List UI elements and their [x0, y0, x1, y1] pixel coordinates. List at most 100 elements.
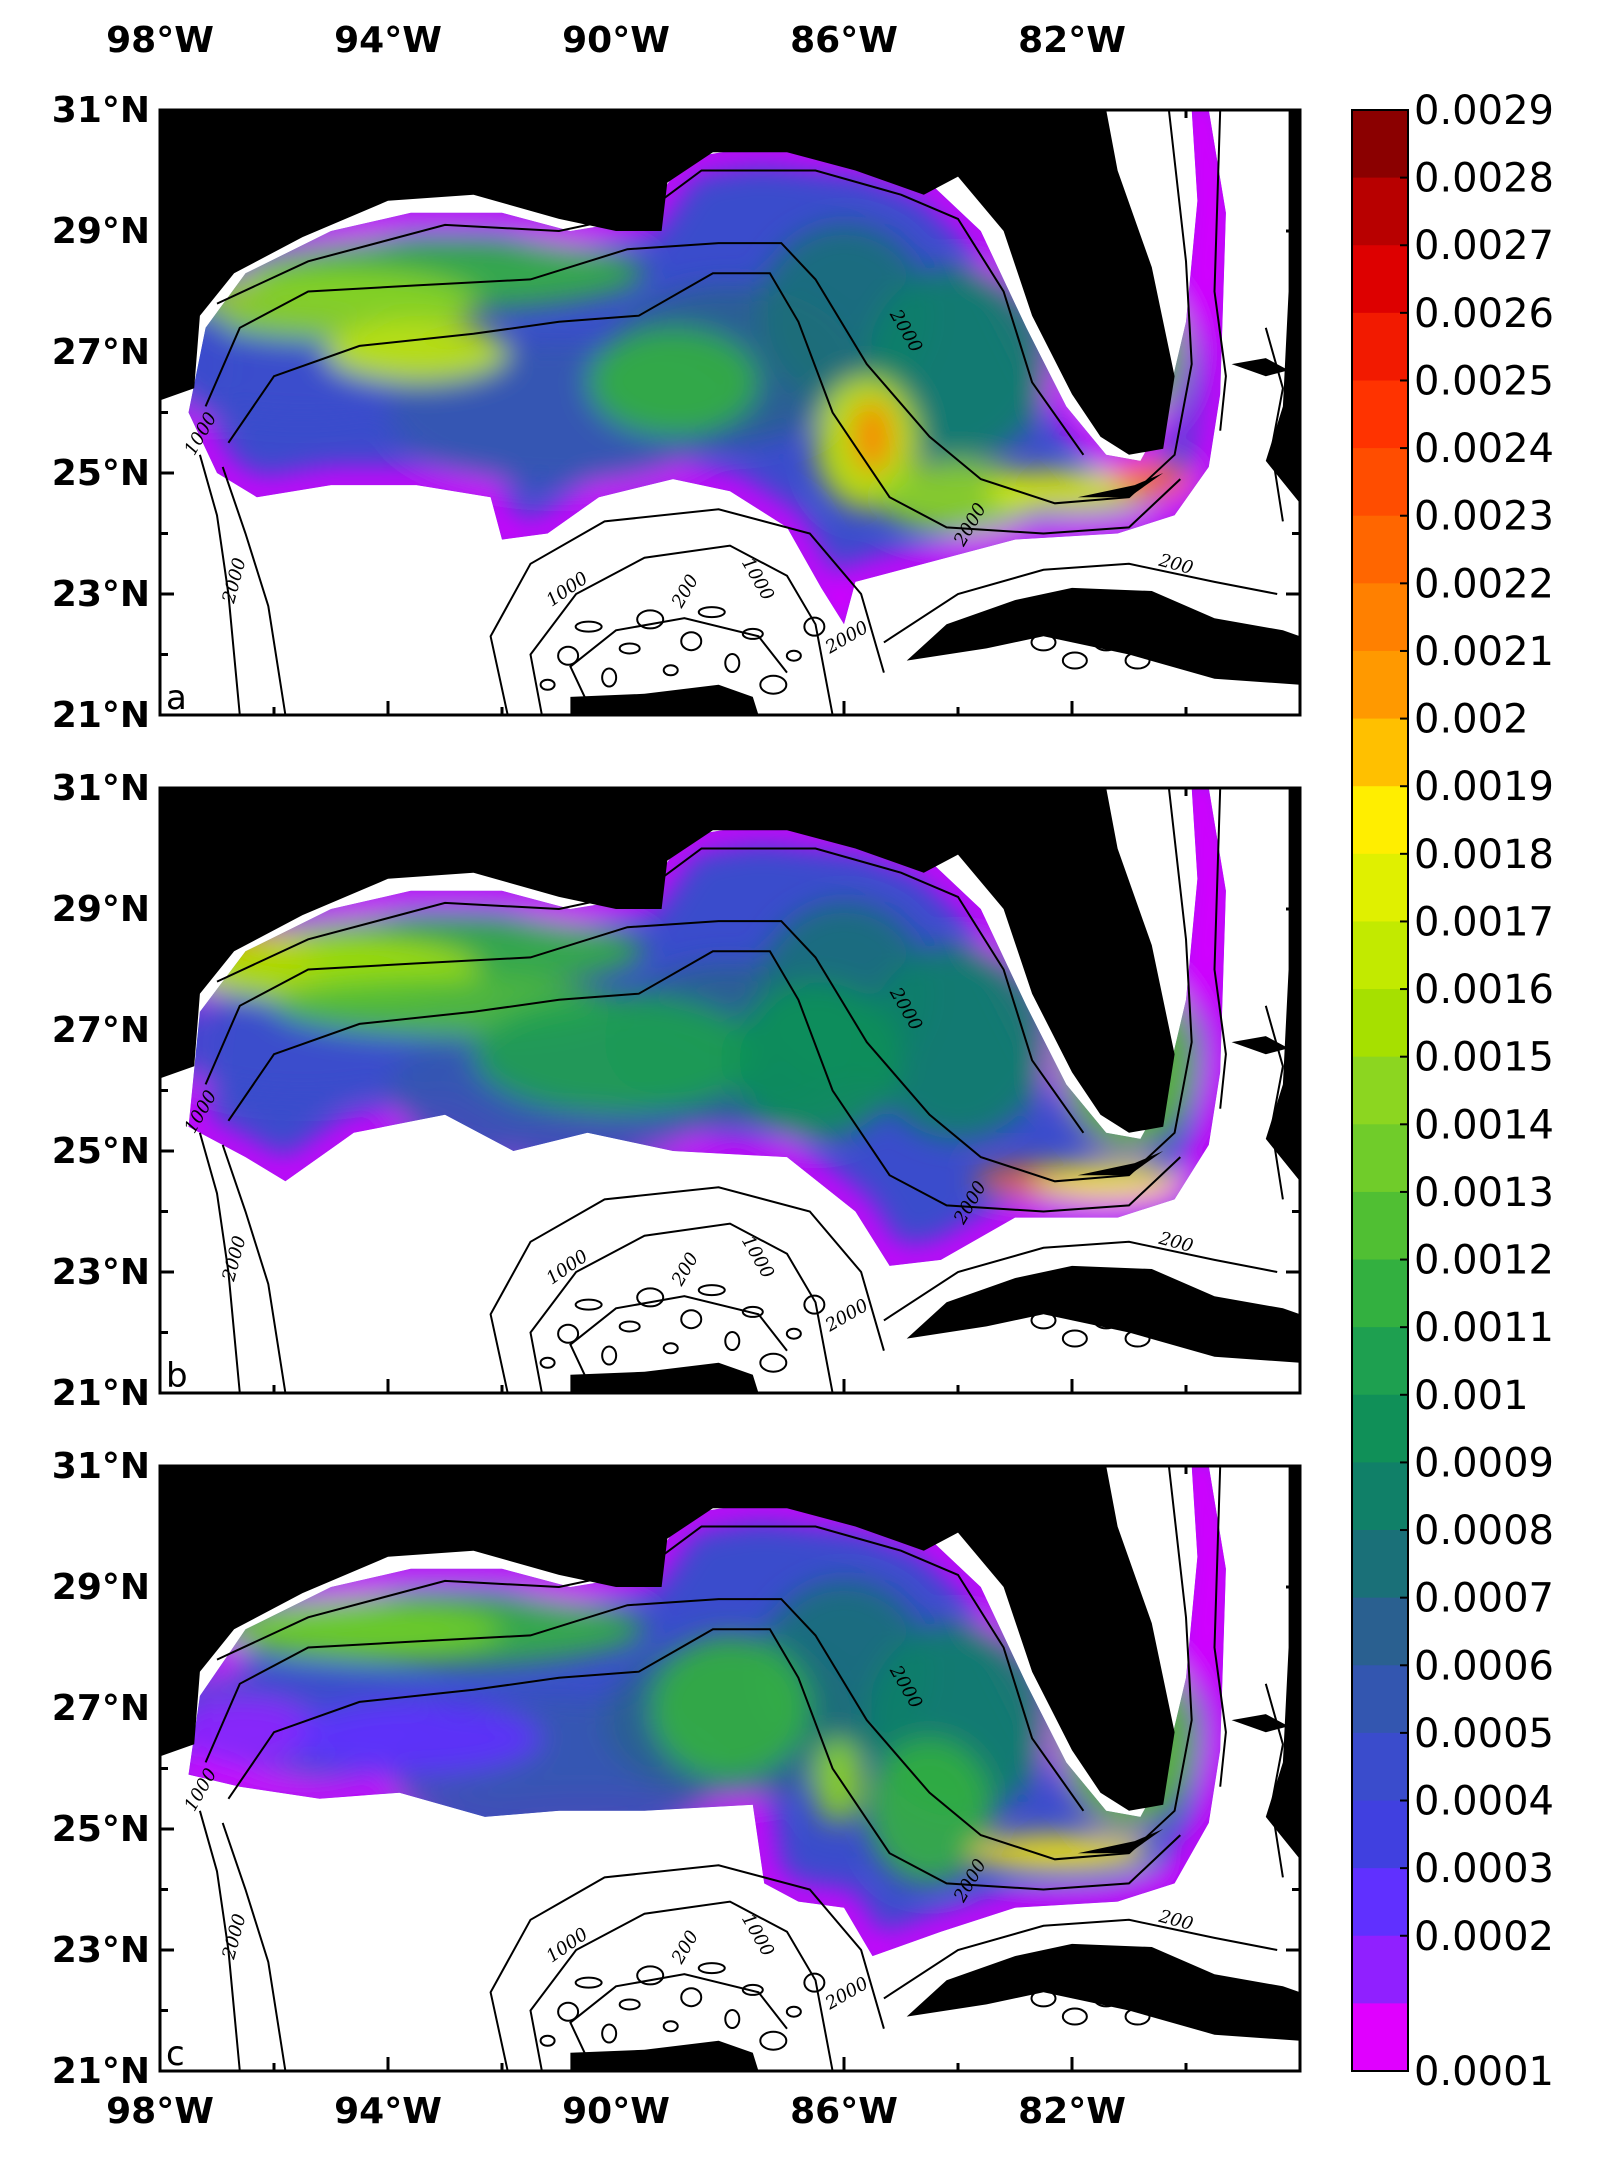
reef-contour: [601, 2023, 618, 2044]
colorbar-label: 0.0018: [1414, 832, 1554, 878]
reef-contour: [574, 1976, 603, 1989]
colorbar-label: 0.0015: [1414, 1035, 1554, 1081]
latitude-label: 23°N: [52, 574, 150, 615]
latitude-label: 21°N: [52, 2051, 150, 2092]
reef-contour: [759, 1352, 788, 1373]
colorbar-segment: [1352, 921, 1408, 990]
colorbar-label: 0.0009: [1414, 1440, 1554, 1486]
colorbar-label: 0.0004: [1414, 1779, 1554, 1825]
field-blob: [587, 327, 759, 437]
reef-contour: [803, 1972, 826, 1993]
reef-contour: [680, 1987, 703, 2008]
colorbar-label: 0.0026: [1414, 291, 1554, 337]
latitude-label: 29°N: [52, 1567, 150, 1608]
panel-letter: c: [166, 2034, 185, 2074]
colorbar-segment: [1352, 1935, 1408, 2004]
reef-contour: [1187, 651, 1214, 670]
reef-contour: [1187, 1329, 1214, 1348]
colorbar: 0.0029 0.0028 0.0027 0.0026 0.0025 0.0024 0.00…: [1351, 88, 1554, 2095]
colorbar-segment: [1352, 1800, 1408, 1869]
latitude-label: 23°N: [52, 1252, 150, 1293]
isobath-line: [1213, 1466, 1227, 1787]
isobath-line: [221, 1144, 287, 1393]
latitude-label: 31°N: [52, 1446, 150, 1487]
isobath-line: [529, 544, 834, 715]
reef-contour: [662, 664, 679, 677]
isobath-line: [489, 1864, 885, 2071]
reef-contour: [1061, 651, 1088, 670]
colorbar-segment: [1352, 448, 1408, 517]
colorbar-label: 0.0023: [1414, 494, 1554, 540]
latitude-label: 23°N: [52, 1930, 150, 1971]
latitude-label: 29°N: [52, 889, 150, 930]
isobath-line: [216, 847, 1085, 1134]
isobath-line: [529, 1900, 834, 2071]
longitude-label-bottom: 86°W: [790, 2091, 898, 2132]
colorbar-label: 0.0002: [1414, 1914, 1554, 1960]
reef-contour: [539, 1356, 556, 1369]
reef-contour: [574, 620, 603, 633]
isobath-line: [227, 1628, 1181, 1891]
isobath-line: [227, 272, 1181, 535]
reef-contour: [741, 627, 764, 640]
latitude-label: 31°N: [52, 90, 150, 131]
longitude-label-top: 90°W: [562, 20, 670, 61]
reef-contour: [1061, 1329, 1088, 1348]
colorbar-label: 0.0017: [1414, 899, 1554, 945]
colorbar-segment: [1352, 1124, 1408, 1193]
land-mass: [1265, 110, 1300, 504]
reef-contour: [785, 2005, 802, 2018]
colorbar-segment: [1352, 1327, 1408, 1396]
latitude-label: 21°N: [52, 695, 150, 736]
reef-contour: [697, 1962, 726, 1975]
land-mass: [160, 788, 1175, 1133]
field-blob: [325, 321, 508, 383]
field-blob: [730, 981, 901, 1139]
isobath-line: [1264, 1683, 1284, 1878]
isobath-line: [221, 466, 287, 715]
field-blob: [217, 1599, 502, 1660]
colorbar-label: 0.0001: [1414, 2049, 1554, 2095]
land-mass: [1077, 1829, 1164, 1854]
reef-contour: [1124, 651, 1151, 670]
isobath-line: [221, 1822, 287, 2071]
colorbar-label: 0.0027: [1414, 223, 1554, 269]
colorbar-label: 0.0021: [1414, 629, 1554, 675]
reef-contour: [539, 2034, 556, 2047]
field-blob: [812, 1738, 864, 1823]
latitude-label: 31°N: [52, 768, 150, 809]
colorbar-segment: [1352, 583, 1408, 652]
isobath-line: [198, 1132, 241, 1393]
field-blob: [866, 945, 1050, 1139]
colorbar-segment: [1352, 177, 1408, 246]
colorbar-segment: [1352, 853, 1408, 922]
isobath-line: [569, 1295, 788, 1382]
colorbar-label: 0.0029: [1414, 88, 1554, 134]
reef-contour: [1061, 2007, 1088, 2026]
colorbar-segment: [1352, 245, 1408, 314]
colorbar-segment: [1352, 1259, 1408, 1328]
reef-contour: [662, 1342, 679, 1355]
reef-contour: [1155, 1311, 1182, 1330]
reef-contour: [557, 2001, 580, 2022]
colorbar-label: 0.0008: [1414, 1508, 1554, 1554]
land-mass: [160, 1466, 1175, 1811]
longitude-label-bottom: 82°W: [1018, 2091, 1126, 2132]
field-blob: [1032, 1163, 1181, 1200]
longitude-label-top: 94°W: [334, 20, 442, 61]
latitude-label: 27°N: [52, 1010, 150, 1051]
reef-contour: [662, 2020, 679, 2033]
isobath-line: [529, 1222, 834, 1393]
colorbar-segment: [1352, 718, 1408, 787]
colorbar-label: 0.0007: [1414, 1576, 1554, 1622]
isobath-line: [883, 562, 1278, 644]
reef-contour: [1093, 633, 1120, 652]
land-mass: [1231, 358, 1289, 377]
reef-contour: [803, 1294, 826, 1315]
isobath-line: [204, 110, 1193, 505]
reef-contour: [759, 2030, 788, 2051]
colorbar-label: 0.0019: [1414, 764, 1554, 810]
field-blob: [878, 460, 1038, 534]
reef-contour: [741, 1305, 764, 1318]
